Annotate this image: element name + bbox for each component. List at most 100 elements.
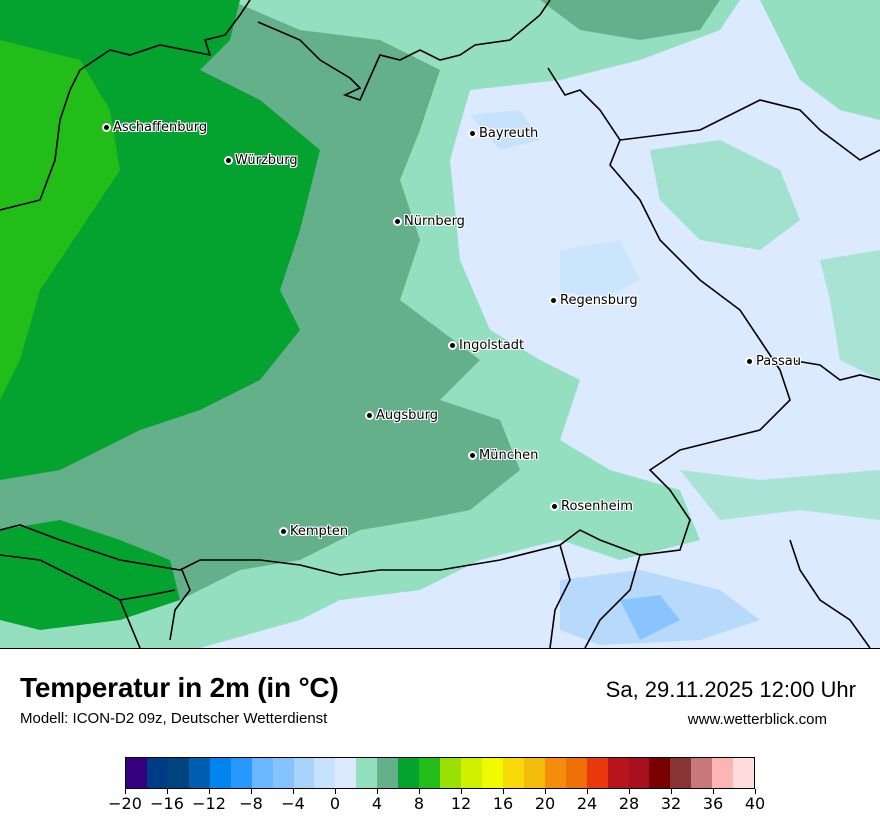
- city-marker-kempten: Kempten: [281, 524, 348, 539]
- colorbar-tick-label: 24: [576, 794, 598, 813]
- colorbar-tick: [503, 789, 504, 794]
- colorbar-tick-label: 20: [534, 794, 556, 813]
- city-dot-icon: [367, 413, 372, 418]
- colorbar-segment: [335, 758, 357, 788]
- city-marker-nuernberg: Nürnberg: [395, 214, 465, 229]
- colorbar-segment: [649, 758, 671, 788]
- city-marker-wuerzburg: Würzburg: [226, 153, 298, 168]
- city-marker-bayreuth: Bayreuth: [470, 126, 538, 141]
- colorbar-tick: [293, 789, 294, 794]
- temperature-map: Aschaffenburg Würzburg Bayreuth Nürnberg…: [0, 0, 880, 649]
- city-label: Augsburg: [376, 408, 439, 423]
- city-label: Aschaffenburg: [113, 120, 208, 135]
- temperature-field: [0, 0, 880, 648]
- city-label: München: [479, 448, 539, 463]
- city-marker-augsburg: Augsburg: [367, 408, 438, 423]
- colorbar-tick-label: 12: [450, 794, 472, 813]
- city-label: Würzburg: [235, 153, 298, 168]
- colorbar-segment: [523, 758, 545, 788]
- city-label: Rosenheim: [561, 499, 633, 514]
- model-source: Modell: ICON-D2 09z, Deutscher Wetterdie…: [20, 710, 328, 727]
- colorbar-segment: [565, 758, 587, 788]
- colorbar-ticks: −20 −16 −12 −8 −4 0 4 8 12 16 20 24 28 32 36 40: [108, 789, 765, 819]
- city-dot-icon: [226, 158, 231, 163]
- colorbar-segment: [544, 758, 566, 788]
- colorbar-tick: [587, 789, 588, 794]
- colorbar-segment: [314, 758, 336, 788]
- colorbar-segment: [628, 758, 650, 788]
- colorbar-tick-label: −20: [108, 794, 142, 813]
- city-dot-icon: [747, 359, 752, 364]
- colorbar-segment: [419, 758, 441, 788]
- colorbar-segment: [481, 758, 503, 788]
- colorbar-segment: [586, 758, 608, 788]
- colorbar-segment: [167, 758, 189, 788]
- city-dot-icon: [450, 343, 455, 348]
- colorbar-segment: [188, 758, 210, 788]
- colorbar-tick-label: 40: [744, 794, 766, 813]
- colorbar-tick: [671, 789, 672, 794]
- city-dot-icon: [104, 125, 109, 130]
- colorbar-tick: [461, 789, 462, 794]
- colorbar-tick: [209, 789, 210, 794]
- colorbar-tick-label: 16: [492, 794, 514, 813]
- city-marker-rosenheim: Rosenheim: [552, 499, 633, 514]
- colorbar-segment: [377, 758, 399, 788]
- colorbar-segment: [146, 758, 168, 788]
- city-label: Kempten: [290, 524, 349, 539]
- colorbar-tick: [755, 789, 756, 794]
- colorbar-segment: [251, 758, 273, 788]
- colorbar-tick-label: 4: [371, 794, 383, 813]
- colorbar-tick: [629, 789, 630, 794]
- colorbar-tick-label: 8: [413, 794, 425, 813]
- colorbar-segment: [670, 758, 692, 788]
- city-label: Passau: [756, 354, 801, 369]
- colorbar-tick: [545, 789, 546, 794]
- colorbar-tick-label: −8: [239, 794, 263, 813]
- colorbar-tick: [125, 789, 126, 794]
- colorbar-tick: [251, 789, 252, 794]
- website-credit: www.wetterblick.com: [687, 711, 827, 728]
- colorbar-tick-label: 0: [329, 794, 341, 813]
- city-marker-regensburg: Regensburg: [551, 293, 638, 308]
- city-dot-icon: [395, 219, 400, 224]
- colorbar-segment: [712, 758, 734, 788]
- city-dot-icon: [470, 131, 475, 136]
- colorbar-segment: [607, 758, 629, 788]
- city-label: Ingolstadt: [459, 338, 525, 353]
- colorbar-tick-label: 32: [660, 794, 682, 813]
- colorbar-tick: [377, 789, 378, 794]
- colorbar-tick-label: −16: [150, 794, 184, 813]
- city-label: Regensburg: [560, 293, 638, 308]
- colorbar-tick-label: 28: [618, 794, 640, 813]
- city-label: Bayreuth: [479, 126, 539, 141]
- colorbar-tick: [167, 789, 168, 794]
- city-label: Nürnberg: [404, 214, 465, 229]
- colorbar-tick-label: 36: [702, 794, 724, 813]
- city-dot-icon: [470, 453, 475, 458]
- temperature-colorbar: [125, 757, 755, 789]
- colorbar-tick: [335, 789, 336, 794]
- city-marker-ingolstadt: Ingolstadt: [450, 338, 524, 353]
- colorbar-segment: [461, 758, 482, 788]
- map-title: Temperatur in 2m (in °C): [20, 672, 339, 703]
- colorbar-segment: [440, 758, 461, 788]
- city-marker-passau: Passau: [747, 354, 801, 369]
- colorbar-segment: [272, 758, 294, 788]
- forecast-datetime: Sa, 29.11.2025 12:00 Uhr: [605, 677, 856, 702]
- colorbar-segment: [691, 758, 713, 788]
- colorbar-segment: [126, 758, 147, 788]
- colorbar-tick-label: −12: [192, 794, 226, 813]
- colorbar-segment: [733, 758, 755, 788]
- city-marker-aschaffenburg: Aschaffenburg: [104, 120, 207, 135]
- city-dot-icon: [551, 298, 556, 303]
- colorbar-segment: [502, 758, 524, 788]
- colorbar-segment: [356, 758, 378, 788]
- colorbar-segment: [293, 758, 315, 788]
- colorbar-tick: [419, 789, 420, 794]
- city-marker-muenchen: München: [470, 448, 538, 463]
- colorbar-tick: [713, 789, 714, 794]
- colorbar-segment: [398, 758, 420, 788]
- colorbar-tick-label: −4: [281, 794, 305, 813]
- colorbar-segment: [230, 758, 252, 788]
